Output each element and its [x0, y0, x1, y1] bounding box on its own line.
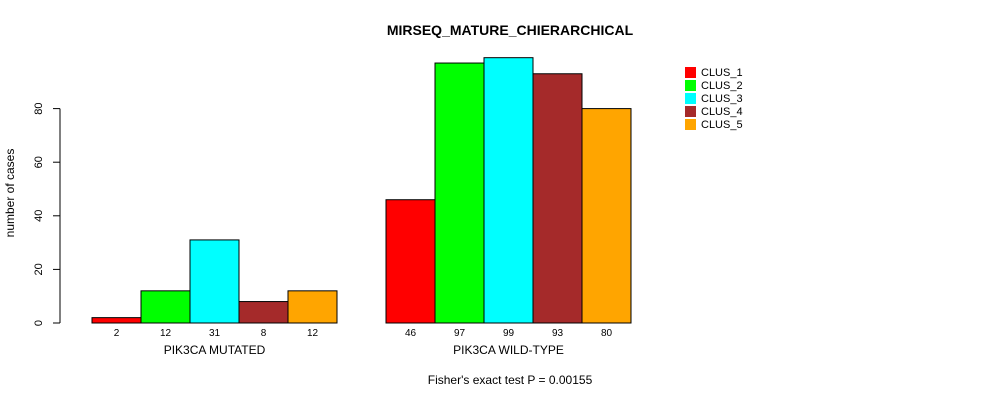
group-labels: PIK3CA MUTATED PIK3CA WILD-TYPE [164, 343, 564, 357]
legend-label: CLUS_3 [701, 93, 743, 105]
bar-count-label: 46 [405, 328, 417, 339]
group-label: PIK3CA MUTATED [164, 343, 266, 357]
bar-clus-2-mutated [140, 290, 191, 324]
legend-swatch [685, 119, 696, 130]
bar-count-label: 12 [307, 328, 319, 339]
bar-clus-4-wild-type [532, 73, 583, 324]
bar-count-label: 99 [503, 328, 515, 339]
bar-clus-2-wild-type [434, 62, 485, 324]
y-tick-label: 80 [33, 102, 45, 114]
bar-count-label: 12 [160, 328, 172, 339]
bar-clus-4-mutated [238, 301, 289, 324]
legend-label: CLUS_2 [701, 80, 743, 92]
bar-clus-5-wild-type [581, 108, 632, 324]
legend-swatch [685, 67, 696, 78]
legend-swatch [685, 106, 696, 117]
bar-count-label: 93 [552, 328, 564, 339]
bar-count-labels: 2 12 31 8 12 46 97 99 93 80 [114, 328, 613, 339]
legend-label: CLUS_1 [701, 67, 743, 79]
y-tick-label: 40 [33, 210, 45, 222]
y-tick-label: 20 [33, 263, 45, 275]
test-caption: Fisher's exact test P = 0.00155 [428, 373, 593, 387]
y-axis-label: number of cases [3, 149, 17, 238]
bar-count-label: 80 [601, 328, 613, 339]
legend-swatch [685, 80, 696, 91]
bar-clus-1-mutated [91, 317, 142, 324]
legend-label: CLUS_5 [701, 119, 743, 131]
bar-clus-1-wild-type [385, 199, 436, 324]
chart-title: MIRSEQ_MATURE_CHIERARCHICAL [387, 22, 634, 38]
bar-clus-3-mutated [189, 239, 240, 324]
y-ticks: 0 20 40 60 80 [33, 102, 60, 326]
bars [91, 57, 632, 324]
bar-clus-3-wild-type [483, 57, 534, 324]
bar-count-label: 2 [114, 328, 120, 339]
bar-clus-5-mutated [287, 290, 338, 324]
group-label: PIK3CA WILD-TYPE [453, 343, 564, 357]
bar-count-label: 8 [261, 328, 267, 339]
bar-count-label: 97 [454, 328, 466, 339]
legend-swatch [685, 93, 696, 104]
legend-label: CLUS_4 [701, 106, 743, 118]
y-tick-label: 0 [33, 320, 45, 326]
bar-count-label: 31 [209, 328, 221, 339]
y-tick-label: 60 [33, 156, 45, 168]
